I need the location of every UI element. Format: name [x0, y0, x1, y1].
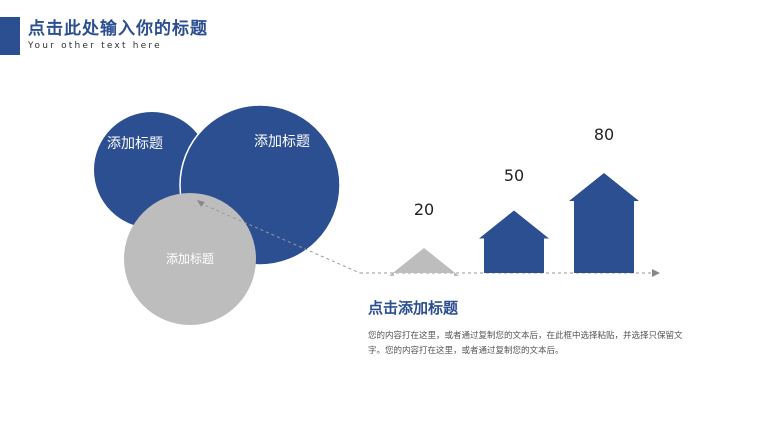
baseline-arrowhead [652, 269, 660, 277]
connector-dashed-line [199, 202, 361, 274]
section-title[interactable]: 点击添加标题 [368, 299, 459, 317]
bar-2 [479, 210, 549, 273]
bar-value-label-1: 20 [413, 200, 435, 219]
page-title[interactable]: 点击此处输入你的标题 [28, 19, 208, 39]
title-accent-bar [0, 17, 20, 55]
bar-value-label-2: 50 [503, 166, 525, 185]
bar-1 [389, 248, 459, 276]
page-subtitle[interactable]: Your other text here [28, 41, 162, 51]
circle-bottom-label[interactable]: 添加标题 [166, 252, 215, 266]
bar-value-label-3: 80 [593, 125, 615, 144]
circle-bottom [124, 193, 256, 325]
section-body-text[interactable]: 您的内容打在这里，或者通过复制您的文本后，在此框中选择粘贴，并选择只保留文字。您… [368, 331, 683, 356]
circle-left-label[interactable]: 添加标题 [107, 136, 163, 152]
bar-3 [569, 173, 639, 273]
circle-right-label[interactable]: 添加标题 [254, 134, 310, 150]
connector-arrow-start [197, 200, 205, 207]
